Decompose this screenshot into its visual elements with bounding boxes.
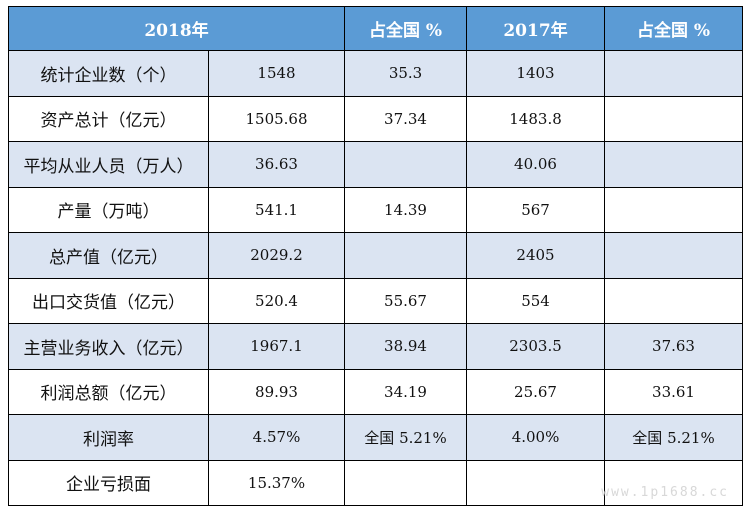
value-2017: 4.00%: [466, 414, 606, 461]
header-share-2018: 占全国 %: [344, 6, 468, 51]
row-label: 平均从业人员（万人）: [8, 141, 209, 188]
row-label: 产量（万吨）: [8, 186, 209, 233]
header-2017: 2017年: [466, 6, 606, 51]
table-row: 平均从业人员（万人） 36.63 40.06: [8, 141, 744, 188]
share-2018: 38.94: [344, 323, 468, 370]
table-row: 统计企业数（个） 1548 35.3 1403: [8, 50, 744, 97]
table-row: 利润率 4.57% 全国 5.21% 4.00% 全国 5.21%: [8, 414, 744, 461]
row-label: 资产总计（亿元）: [8, 95, 209, 142]
row-label: 利润总额（亿元）: [8, 368, 209, 415]
share-2017: 37.63: [604, 323, 744, 370]
row-label: 统计企业数（个）: [8, 50, 209, 97]
statistics-table: 2018年 占全国 % 2017年 占全国 % 统计企业数（个） 1548 35…: [7, 6, 744, 506]
table-row: 资产总计（亿元） 1505.68 37.34 1483.8: [8, 95, 744, 142]
share-2017: [604, 277, 744, 324]
table-row: 企业亏损面 15.37%: [8, 459, 744, 506]
value-2018: 1505.68: [207, 95, 346, 142]
share-2017: [604, 186, 744, 233]
value-2017: 567: [466, 186, 606, 233]
value-2017: 554: [466, 277, 606, 324]
value-2017: 1483.8: [466, 95, 606, 142]
statistics-table-container: 2018年 占全国 % 2017年 占全国 % 统计企业数（个） 1548 35…: [7, 6, 744, 506]
row-label: 主营业务收入（亿元）: [8, 323, 209, 370]
value-2017: 2405: [466, 232, 606, 279]
value-2018: 541.1: [207, 186, 346, 233]
header-share-2017: 占全国 %: [604, 6, 744, 51]
value-2017: 1403: [466, 50, 606, 97]
share-2017: [604, 141, 744, 188]
row-label: 出口交货值（亿元）: [8, 277, 209, 324]
share-2017: 全国 5.21%: [604, 414, 744, 461]
value-2018: 520.4: [207, 277, 346, 324]
table-row: 产量（万吨） 541.1 14.39 567: [8, 186, 744, 233]
table-row: 出口交货值（亿元） 520.4 55.67 554: [8, 277, 744, 324]
share-2018: 37.34: [344, 95, 468, 142]
value-2018: 4.57%: [207, 414, 346, 461]
value-2018: 89.93: [207, 368, 346, 415]
row-label: 总产值（亿元）: [8, 232, 209, 279]
value-2018: 15.37%: [207, 459, 346, 506]
table-row: 主营业务收入（亿元） 1967.1 38.94 2303.5 37.63: [8, 323, 744, 370]
value-2017: 25.67: [466, 368, 606, 415]
share-2018: [344, 459, 468, 506]
value-2018: 1548: [207, 50, 346, 97]
value-2018: 2029.2: [207, 232, 346, 279]
share-2017: [604, 232, 744, 279]
value-2018: 36.63: [207, 141, 346, 188]
share-2017: [604, 50, 744, 97]
share-2018: 55.67: [344, 277, 468, 324]
share-2017: [604, 459, 744, 506]
share-2018: 35.3: [344, 50, 468, 97]
row-label: 利润率: [8, 414, 209, 461]
share-2018: 14.39: [344, 186, 468, 233]
share-2017: 33.61: [604, 368, 744, 415]
share-2017: [604, 95, 744, 142]
share-2018: 34.19: [344, 368, 468, 415]
header-2018: 2018年: [7, 6, 346, 51]
table-header-row: 2018年 占全国 % 2017年 占全国 %: [7, 6, 744, 51]
table-row: 总产值（亿元） 2029.2 2405: [8, 232, 744, 279]
table-row: 利润总额（亿元） 89.93 34.19 25.67 33.61: [8, 368, 744, 415]
watermark: www.1p1688.cc: [601, 485, 729, 500]
value-2017: 2303.5: [466, 323, 606, 370]
share-2018: 全国 5.21%: [344, 414, 468, 461]
value-2017: [466, 459, 606, 506]
value-2017: 40.06: [466, 141, 606, 188]
value-2018: 1967.1: [207, 323, 346, 370]
row-label: 企业亏损面: [8, 459, 209, 506]
share-2018: [344, 141, 468, 188]
share-2018: [344, 232, 468, 279]
